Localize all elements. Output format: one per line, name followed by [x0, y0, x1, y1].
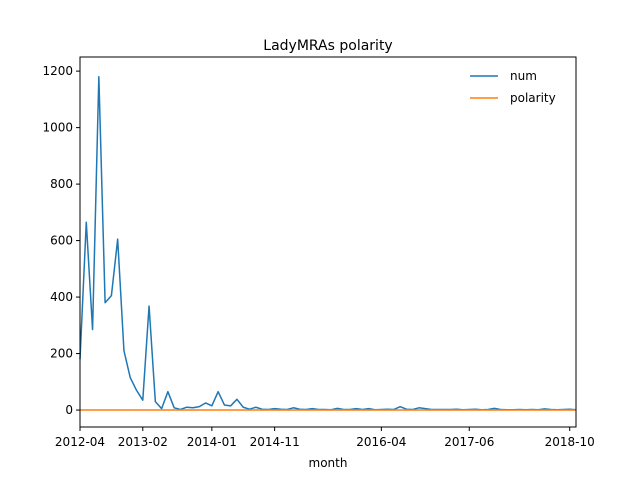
plot-lines	[79, 76, 577, 411]
x-tick-label: 2012-04	[55, 435, 105, 449]
x-tick-label: 2017-06	[444, 435, 494, 449]
y-tick-label: 1000	[42, 121, 73, 135]
x-axis-label: month	[309, 456, 348, 470]
x-tick-label: 2018-10	[545, 435, 595, 449]
series-line-num	[79, 76, 577, 411]
x-tick-label: 2016-04	[356, 435, 406, 449]
x-tick-label: 2014-01	[187, 435, 237, 449]
y-tick-label: 0	[65, 403, 73, 417]
x-axis: 2012-04 2013-02 2014-01 2014-11 2016-04 2017-…	[55, 427, 595, 449]
legend-label-polarity: polarity	[510, 91, 556, 105]
y-axis: 0 200 400 600 800 1000 1200	[42, 64, 80, 417]
x-tick-label: 2013-02	[118, 435, 168, 449]
y-tick-label: 200	[50, 347, 73, 361]
legend: num polarity	[470, 69, 556, 105]
y-tick-label: 400	[50, 290, 73, 304]
y-tick-label: 600	[50, 234, 73, 248]
y-tick-label: 800	[50, 177, 73, 191]
plot-frame	[79, 56, 577, 428]
x-tick-label: 2014-11	[250, 435, 300, 449]
chart-title: LadyMRAs polarity	[263, 38, 392, 54]
legend-label-num: num	[510, 69, 537, 83]
y-tick-label: 1200	[42, 64, 73, 78]
